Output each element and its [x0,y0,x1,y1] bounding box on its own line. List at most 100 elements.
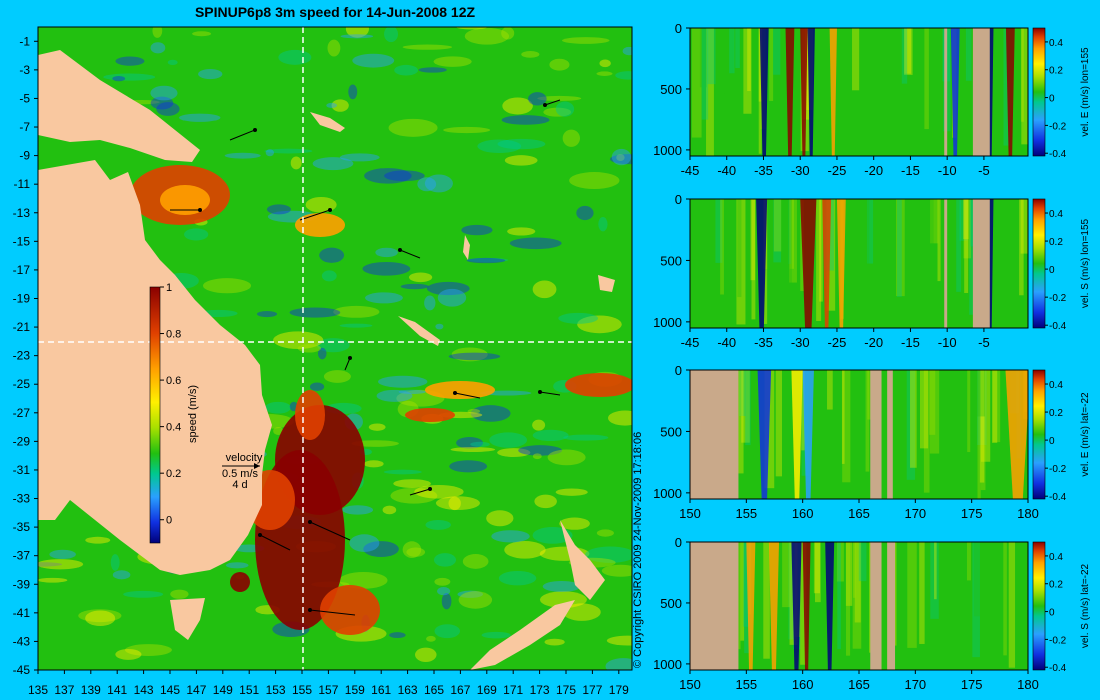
map-y-tick-label: -3 [19,63,30,77]
velocity-streak [791,542,802,670]
velocity-vector-head [328,208,332,212]
velocity-streak [829,28,837,156]
velocity-vector [259,534,291,551]
velocity-streak [756,199,768,328]
map-y-tick-label: -7 [19,120,30,134]
map-x-tick-label: 147 [186,683,206,697]
velocity-colorbar-tick: 0.4 [1049,209,1063,220]
section-x-tick-label: 160 [792,506,814,521]
map-x-tick-label: 145 [160,683,180,697]
velocity-colorbar [1032,27,1046,157]
velocity-colorbar-tick: 0.2 [1049,580,1063,591]
speed-colorbar-tick: 1 [166,282,172,294]
speed-colorbar: 0 0.2 0.4 0.6 0.8 1 speed (m/s) [149,282,199,544]
new-zealand-north [560,520,605,600]
section-y-tick-label: 500 [660,253,682,268]
map-x-tick-label: 179 [609,683,629,697]
section-x-tick-label: 165 [848,506,870,521]
speed-colorbar-tick: 0 [166,515,172,527]
velocity-streak [836,199,846,328]
velocity-colorbar-tick: 0.2 [1049,408,1063,419]
velocity-colorbar-tick: 0.2 [1049,66,1063,77]
velocity-streak [757,370,772,499]
map-x-tick-label: 151 [239,683,259,697]
map-x-tick-label: 143 [134,683,154,697]
section-x-tick-label: 150 [679,677,701,692]
section-y-tick-label: 1000 [653,657,682,672]
section-x-tick-label: -30 [791,163,810,178]
map-x-tick-label: 139 [81,683,101,697]
velocity-streak [802,542,811,670]
velocity-streak [802,370,814,499]
velocity-vector-head [258,533,262,537]
section-y-tick-label: 500 [660,82,682,97]
section-land [690,370,739,499]
map-x-tick-label: 175 [556,683,576,697]
map-x-tick-label: 159 [345,683,365,697]
section-y-tick-label: 1000 [653,486,682,501]
vanuatu [463,235,470,260]
map-y-tick-label: -1 [19,34,30,48]
map-x-tick-label: 157 [318,683,338,697]
section-x-tick-label: -35 [754,163,773,178]
map-x-tick-label: 141 [107,683,127,697]
velocity-vector [309,609,356,616]
velocity-colorbar-label: vel. E (m/s) lon=155 [1080,47,1091,137]
velocity-streak [950,28,960,156]
velocity-colorbar-tick: -0.4 [1049,149,1067,160]
map-y-tick-label: -31 [13,463,31,477]
map-y-tick-label: -5 [19,91,30,105]
section-x-tick-label: 160 [792,677,814,692]
section-x-tick-label: -20 [864,335,883,350]
map-y-tick-label: -11 [14,177,31,191]
section-x-tick-label: -35 [754,335,773,350]
map-y-tick-label: -23 [13,349,31,363]
section-x-tick-label: -20 [864,163,883,178]
velocity-colorbar-tick: 0.2 [1049,237,1063,248]
section-x-tick-label: 175 [961,677,983,692]
velocity-colorbar [1032,541,1046,671]
section-x-tick-label: -40 [717,163,736,178]
map-y-tick-label: -41 [13,606,31,620]
section-y-tick-label: 0 [675,192,682,207]
map-y-tick-label: -27 [13,406,31,420]
velocity-colorbar-tick: 0 [1049,94,1055,105]
section-y-tick-label: 500 [660,596,682,611]
map-y-tick-label: -39 [13,577,31,591]
section-x-tick-label: 180 [1017,677,1039,692]
velocity-vector-head [308,520,312,524]
map-x-tick-label: 153 [266,683,286,697]
velocity-legend-period: 4 d [232,479,247,491]
new-caledonia [398,316,440,346]
section-land [944,28,948,156]
section-x-tick-label: -5 [978,163,990,178]
section-x-tick-label: 170 [904,677,926,692]
velocity-legend-scale: 0.5 m/s [222,468,259,480]
section-panel-2: -45 -40 -35 -30 -25 -20 -15 -10 -5 0 500 1000 -0.4 -0… [653,192,1091,350]
section-y-tick-label: 500 [660,424,682,439]
map-y-ticks: -1 -3 -5 -7 -9 -11 -13 -15 -17 -19 -21 -23 -25 -27 -29… [13,34,38,677]
section-x-tick-label: 180 [1017,506,1039,521]
map-x-tick-label: 161 [371,683,391,697]
map-x-tick-label: 149 [213,683,233,697]
section-panel-4: 150 155 160 165 170 175 180 0 500 1000 -0.4 -0.2 0 0.… [653,535,1091,692]
map-x-tick-label: 137 [54,683,74,697]
velocity-streak [807,28,815,156]
map-y-tick-label: -21 [13,320,31,334]
section-y-tick-label: 1000 [653,315,682,330]
velocity-colorbar-tick: 0.4 [1049,38,1063,49]
velocity-vector-head [538,390,542,394]
map-y-tick-label: -19 [13,291,31,305]
velocity-vector [454,392,481,399]
speed-colorbar-tick: 0.6 [166,375,181,387]
velocity-streak [822,199,832,328]
map-x-tick-label: 173 [530,683,550,697]
velocity-vector-head [453,391,457,395]
velocity-streak [746,542,756,670]
speed-colorbar-label: speed (m/s) [187,385,199,443]
section-x-tick-label: -45 [681,335,700,350]
section-panel-1: -45 -40 -35 -30 -25 -20 -15 -10 -5 0 500 1000 -0.4 -0… [653,21,1091,178]
velocity-colorbar-tick: -0.2 [1049,464,1067,475]
map-y-tick-label: -43 [13,634,31,648]
